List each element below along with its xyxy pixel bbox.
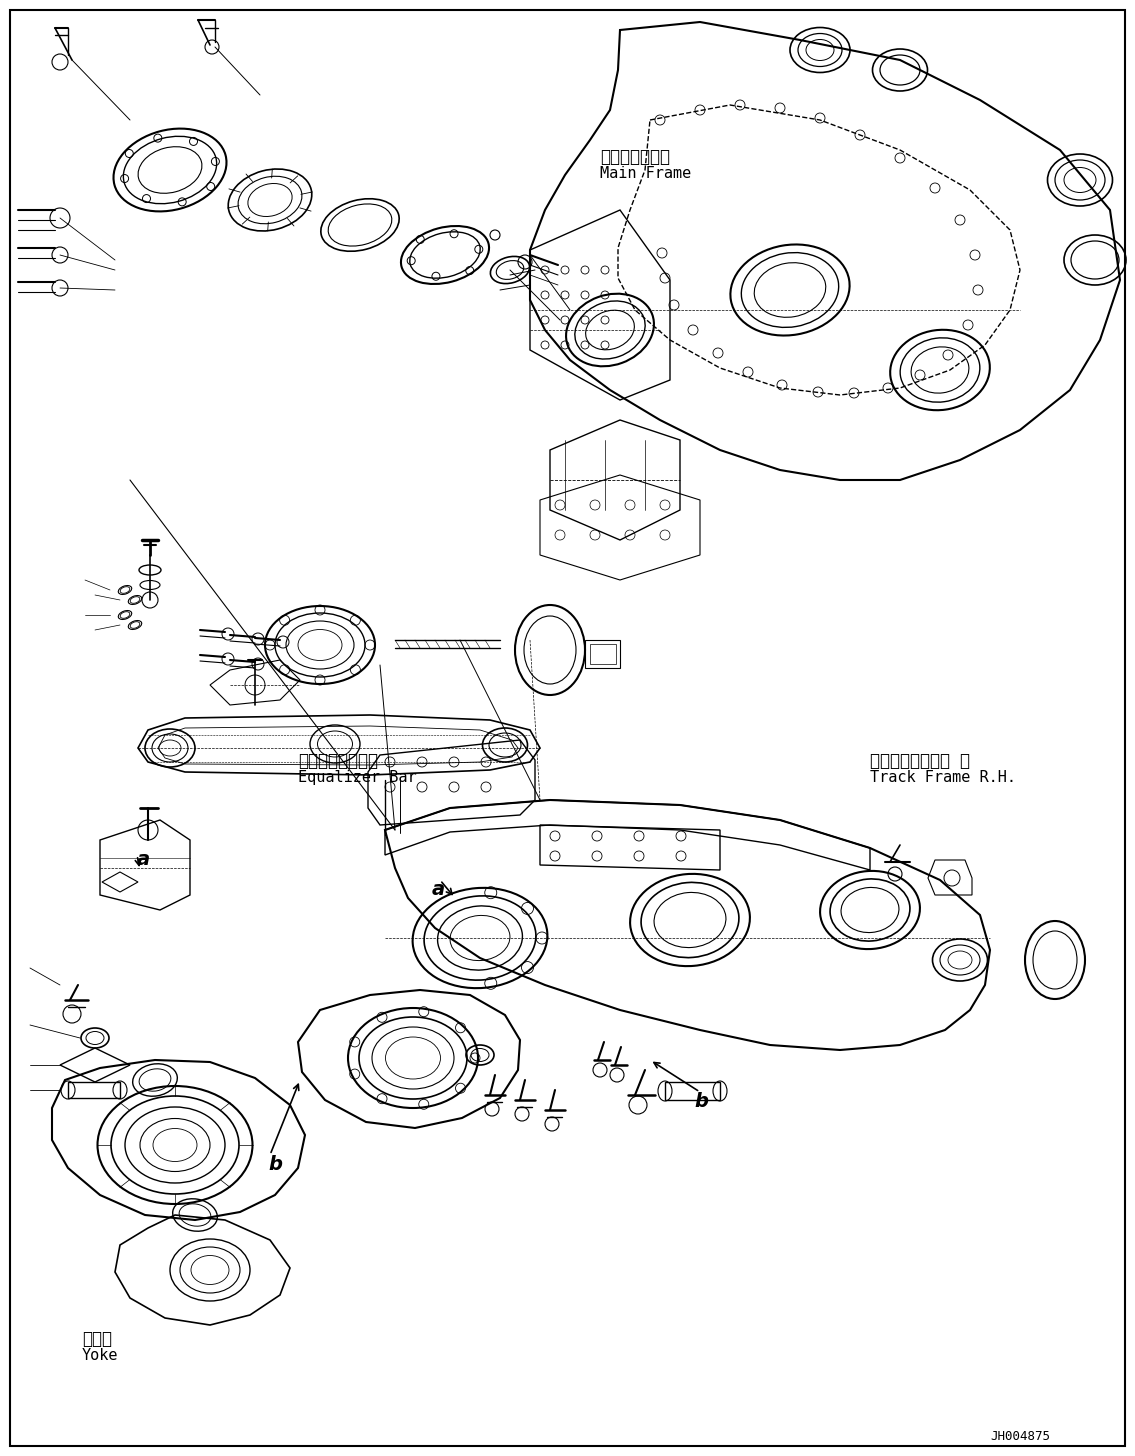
Text: a: a bbox=[137, 850, 150, 869]
Text: JH004875: JH004875 bbox=[990, 1430, 1050, 1443]
Text: a: a bbox=[432, 879, 445, 898]
Text: b: b bbox=[693, 1092, 708, 1111]
Text: Main Frame: Main Frame bbox=[600, 166, 691, 181]
Text: ヨーク: ヨーク bbox=[82, 1329, 112, 1348]
Text: Equalizer Bar: Equalizer Bar bbox=[299, 770, 417, 785]
Text: Yoke: Yoke bbox=[82, 1348, 118, 1363]
Text: b: b bbox=[268, 1155, 281, 1174]
Text: Track Frame R.H.: Track Frame R.H. bbox=[871, 770, 1016, 785]
Text: メインフレーム: メインフレーム bbox=[600, 149, 670, 166]
Text: イコライザーバー: イコライザーバー bbox=[299, 751, 378, 770]
Text: トラックフレーム 右: トラックフレーム 右 bbox=[871, 751, 970, 770]
